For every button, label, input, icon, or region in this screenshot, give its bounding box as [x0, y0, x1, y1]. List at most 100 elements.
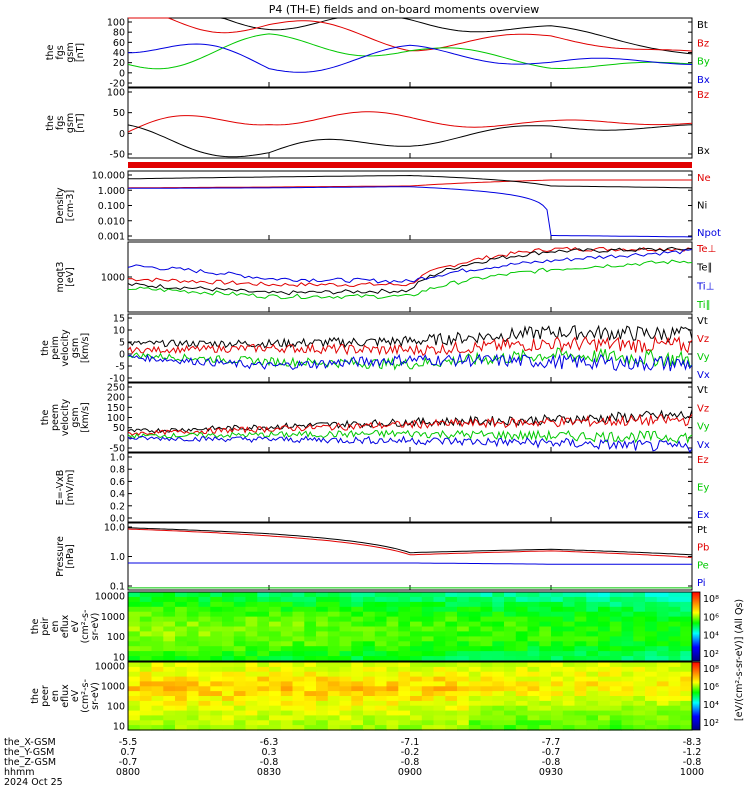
spectrogram-cell — [151, 720, 164, 726]
spectrogram-cell — [645, 596, 658, 603]
spectrogram-cell — [222, 681, 235, 687]
spectrogram-cell — [139, 636, 153, 642]
y-tick-label: -5 — [116, 362, 125, 373]
spectrogram-cell — [198, 691, 211, 697]
spectrogram-cell — [633, 636, 646, 642]
spectrogram-cell — [210, 651, 223, 657]
spectrogram-cell — [421, 696, 435, 702]
spectrogram-cell — [245, 700, 258, 707]
spectrogram-cell — [527, 725, 540, 731]
spectrogram-cell — [186, 715, 200, 721]
spectrogram-cell — [210, 720, 223, 726]
colorbar-tick: 10² — [703, 649, 719, 660]
spectrogram-cell — [504, 686, 517, 692]
spectrogram-cell — [363, 676, 376, 683]
spectrogram-cell — [562, 646, 576, 652]
spectrogram-cell — [351, 611, 364, 618]
spectrogram-cell — [292, 676, 305, 683]
spectrogram-cell — [398, 710, 411, 717]
spectrogram-cell — [151, 696, 164, 702]
legend-Te⊥: Te⊥ — [696, 244, 716, 255]
spectrogram-cell — [445, 676, 458, 683]
spectrogram-cell — [398, 662, 411, 668]
spectrogram-cell — [304, 606, 317, 613]
spectrogram-cell — [633, 720, 646, 726]
spectrogram-cell — [222, 592, 235, 598]
spectrogram-cell — [656, 592, 670, 598]
spectrogram-cell — [186, 641, 200, 647]
spectrogram-cell — [163, 666, 176, 673]
spectrogram-cell — [410, 662, 423, 668]
spectrogram-cell — [527, 715, 540, 721]
spectrogram-cell — [680, 636, 693, 642]
colorbar-label: [eV/(cm²-s-sr-eV)] (All Qs) — [734, 599, 745, 721]
spectrogram-cell — [327, 662, 341, 668]
spectrogram-cell — [151, 611, 164, 618]
spectrogram-cell — [492, 705, 505, 712]
spectrogram-cell — [128, 720, 141, 726]
spectrogram-cell — [468, 651, 482, 657]
spectrogram-cell — [339, 686, 352, 692]
spectrogram-cell — [175, 596, 188, 603]
y-axis-label-line: [nT] — [75, 113, 86, 132]
spectrogram-cell — [410, 710, 423, 717]
spectrogram-cell — [304, 646, 317, 652]
spectrogram-cell — [668, 671, 681, 678]
spectrogram-cell — [656, 636, 670, 642]
spectrogram-cell — [186, 656, 200, 662]
legend-Ti⊥: Ti⊥ — [696, 281, 714, 292]
spectrogram-cell — [645, 720, 658, 726]
spectrogram-cell — [445, 705, 458, 712]
spectrogram-cell — [374, 715, 388, 721]
spectrogram-cell — [421, 666, 435, 673]
spectrogram-cell — [492, 671, 505, 678]
spectrogram-cell — [562, 720, 576, 726]
spectrogram-cell — [198, 611, 211, 618]
spectrogram-cell — [468, 606, 482, 613]
spectrogram-cell — [492, 700, 505, 707]
spectrogram-cell — [421, 616, 435, 623]
spectrogram-cell — [515, 681, 529, 687]
spectrogram-cell — [551, 651, 564, 657]
spectrogram-cell — [339, 681, 352, 687]
spectrogram-cell — [457, 636, 470, 642]
spectrogram-cell — [386, 681, 399, 687]
y-axis-label-line: peim — [50, 336, 61, 360]
spectrogram-cell — [374, 646, 388, 652]
legend-Pe: Pe — [697, 560, 709, 571]
spectrogram-cell — [222, 705, 235, 712]
spectrogram-cell — [363, 725, 376, 731]
spectrogram-cell — [468, 641, 482, 647]
spectrogram-cell — [633, 671, 646, 678]
spectrogram-cell — [656, 691, 670, 697]
spectrogram-cell — [468, 725, 482, 731]
spectrogram-cell — [257, 710, 270, 717]
spectrogram-cell — [539, 681, 552, 687]
spectrogram-cell — [233, 636, 247, 642]
spectrogram-cell — [433, 681, 446, 687]
legend-Npot: Npot — [697, 228, 721, 239]
spectrogram-cell — [598, 621, 611, 628]
spectrogram-cell — [269, 691, 282, 697]
spectrogram-cell — [339, 621, 352, 628]
spectrogram-cell — [280, 641, 294, 647]
spectrogram-cell — [527, 606, 540, 613]
spectrogram-cell — [386, 700, 399, 707]
spectrogram-cell — [374, 616, 388, 623]
spectrogram-cell — [492, 601, 505, 608]
spectrogram-cell — [210, 641, 223, 647]
y-tick-label: 50 — [113, 423, 125, 434]
panel-frame — [127, 452, 693, 523]
spectrogram-cell — [139, 671, 153, 678]
spectrogram-cell — [445, 666, 458, 673]
spectrogram-cell — [421, 700, 435, 707]
spectrogram-cell — [609, 705, 623, 712]
spectrogram-cell — [410, 646, 423, 652]
spectrogram-cell — [515, 715, 529, 721]
spectrogram-cell — [398, 631, 411, 637]
spectrogram-cell — [562, 616, 576, 623]
spectrogram-cell — [586, 641, 599, 647]
spectrogram-cell — [433, 621, 446, 628]
spectrogram-cell — [222, 666, 235, 673]
spectrogram-cell — [586, 696, 599, 702]
